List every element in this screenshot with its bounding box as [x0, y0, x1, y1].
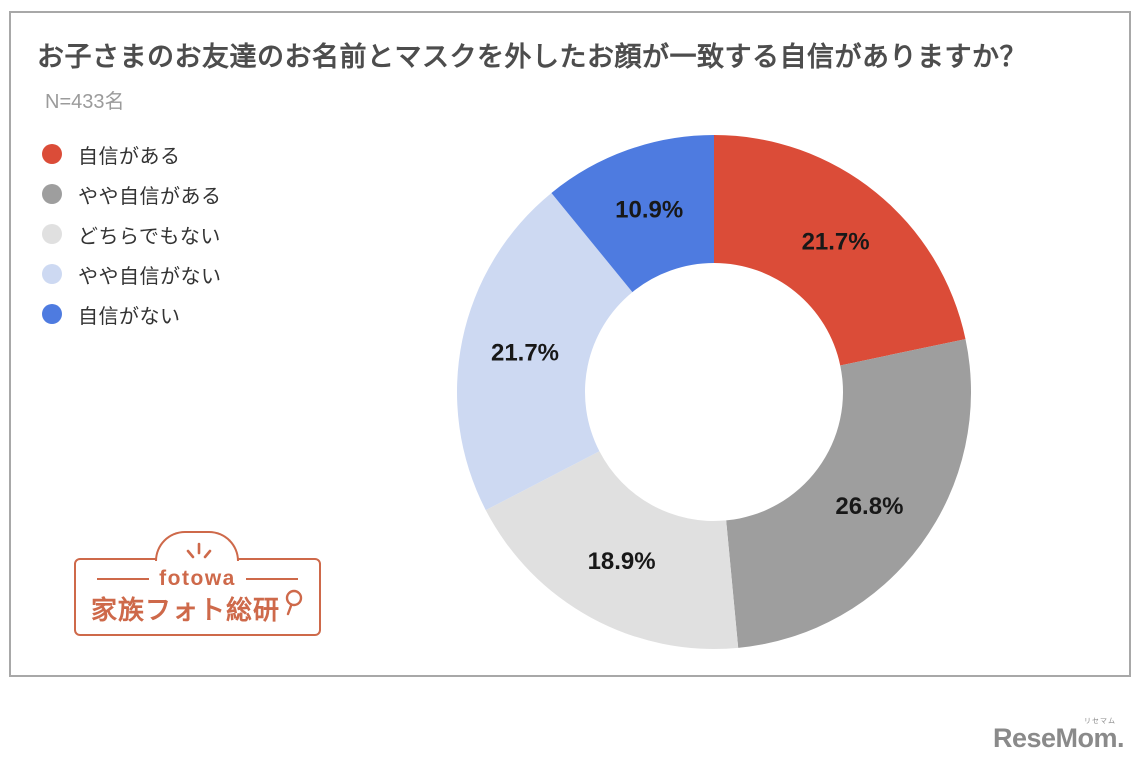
legend-swatch	[42, 184, 62, 204]
legend-label: やや自信がある	[78, 185, 222, 208]
magnifier-icon	[285, 589, 303, 616]
legend-label: どちらでもない	[78, 225, 221, 248]
slice-label: 21.7%	[491, 339, 559, 366]
legend-item: どちらでもない	[42, 214, 222, 254]
chart-frame: お子さまのお友達のお名前とマスクを外したお顔が一致する自信がありますか？ N=4…	[9, 11, 1131, 677]
legend-swatch	[42, 304, 62, 324]
donut-chart: 21.7% 26.8% 18.9% 21.7% 10.9%	[457, 135, 972, 650]
fotowa-logo: fotowa 家族フォト総研	[74, 531, 321, 636]
fotowa-logo-arch	[155, 531, 239, 561]
slice-label: 10.9%	[615, 197, 683, 224]
donut-slice-1	[714, 135, 966, 366]
fotowa-subtitle-row: 家族フォト総研	[74, 589, 321, 627]
legend-item: やや自信がある	[42, 174, 222, 214]
donut-slice-3	[485, 451, 739, 650]
legend-swatch	[42, 224, 62, 244]
left-dash	[97, 578, 150, 580]
slice-label: 26.8%	[835, 493, 903, 520]
legend-swatch	[42, 264, 62, 284]
sparkle-rays-icon	[186, 542, 212, 559]
slice-label: 21.7%	[802, 229, 870, 256]
right-dash	[245, 578, 298, 580]
legend-label: 自信がない	[78, 305, 181, 328]
donut-slice-2	[726, 339, 972, 648]
legend-label: 自信がある	[78, 145, 181, 168]
sample-size: N=433名	[45, 91, 125, 113]
legend-swatch	[42, 144, 62, 164]
legend-item: 自信がない	[42, 294, 222, 334]
fotowa-subtitle-text: 家族フォト総研	[90, 594, 280, 625]
legend-label: やや自信がない	[78, 265, 222, 288]
slice-label: 18.9%	[588, 548, 656, 575]
resemom-logo: リセマム ReseMom.	[993, 716, 1125, 758]
resemom-ruby-text: リセマム	[1084, 718, 1116, 725]
resemom-text: ReseMom.	[992, 723, 1125, 753]
fotowa-brand-text: fotowa	[159, 567, 236, 590]
legend-item: やや自信がない	[42, 254, 222, 294]
chart-legend: 自信があるやや自信がある どちらでもない やや自信がない 自信がない	[42, 134, 222, 334]
fotowa-brand-row: fotowa	[74, 567, 321, 591]
donut-slice-5	[551, 135, 714, 293]
fotowa-logo-border	[74, 558, 321, 636]
legend-item: 自信がある	[42, 134, 222, 174]
donut-slice-4	[457, 192, 633, 511]
chart-title: お子さまのお友達のお名前とマスクを外したお顔が一致する自信がありますか？	[37, 42, 1027, 72]
